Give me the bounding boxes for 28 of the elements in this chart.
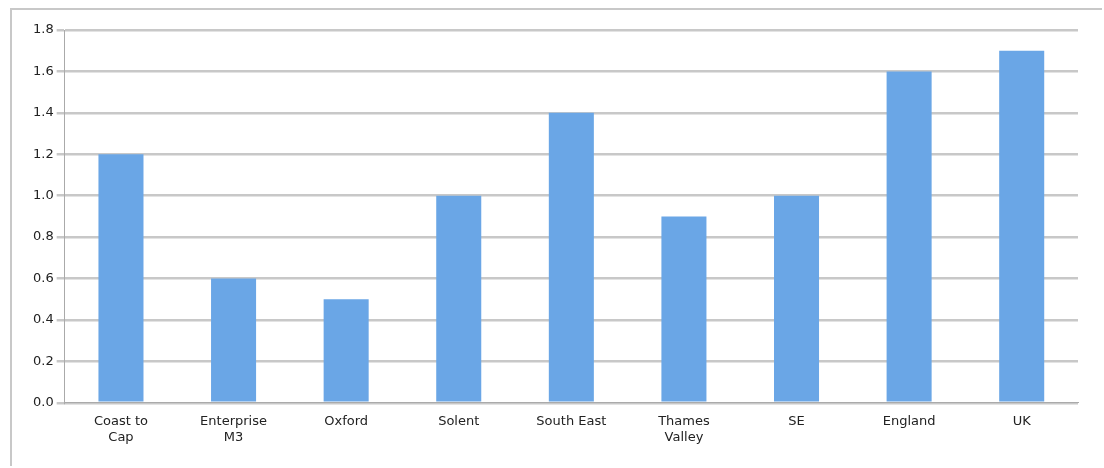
- bar: [98, 154, 144, 402]
- x-tick-label: Enterprise M3: [200, 412, 267, 444]
- y-tick-label: 1.0: [32, 187, 54, 203]
- y-tick-label: 1.8: [32, 21, 54, 37]
- bar: [436, 195, 482, 402]
- x-tick-label: Oxford: [324, 412, 369, 428]
- y-tick-label: 0.6: [32, 269, 54, 285]
- x-tick-label: South East: [536, 412, 607, 428]
- y-tick-label: 1.6: [32, 62, 54, 78]
- bar: [661, 216, 707, 402]
- x-tick-label: Coast to Cap: [93, 412, 149, 444]
- bar: [774, 195, 820, 402]
- y-tick-label: 0.4: [32, 311, 54, 327]
- y-tick-label: 0.8: [32, 228, 54, 244]
- x-tick-label: SE: [788, 412, 805, 428]
- x-tick-label: UK: [1012, 412, 1032, 428]
- x-tick-label: England: [882, 412, 936, 428]
- bar: [548, 112, 594, 402]
- y-tick-label: 0.0: [32, 394, 54, 410]
- y-tick-label: 1.2: [32, 145, 54, 161]
- y-tick-label: 1.4: [32, 104, 54, 120]
- bar: [211, 278, 257, 402]
- y-tick-label: 0.2: [32, 352, 54, 368]
- x-tick-label: Thames Valley: [657, 412, 710, 444]
- bar: [999, 50, 1045, 402]
- bar: [323, 299, 369, 402]
- x-tick-label: Solent: [438, 412, 480, 428]
- bar: [886, 71, 932, 402]
